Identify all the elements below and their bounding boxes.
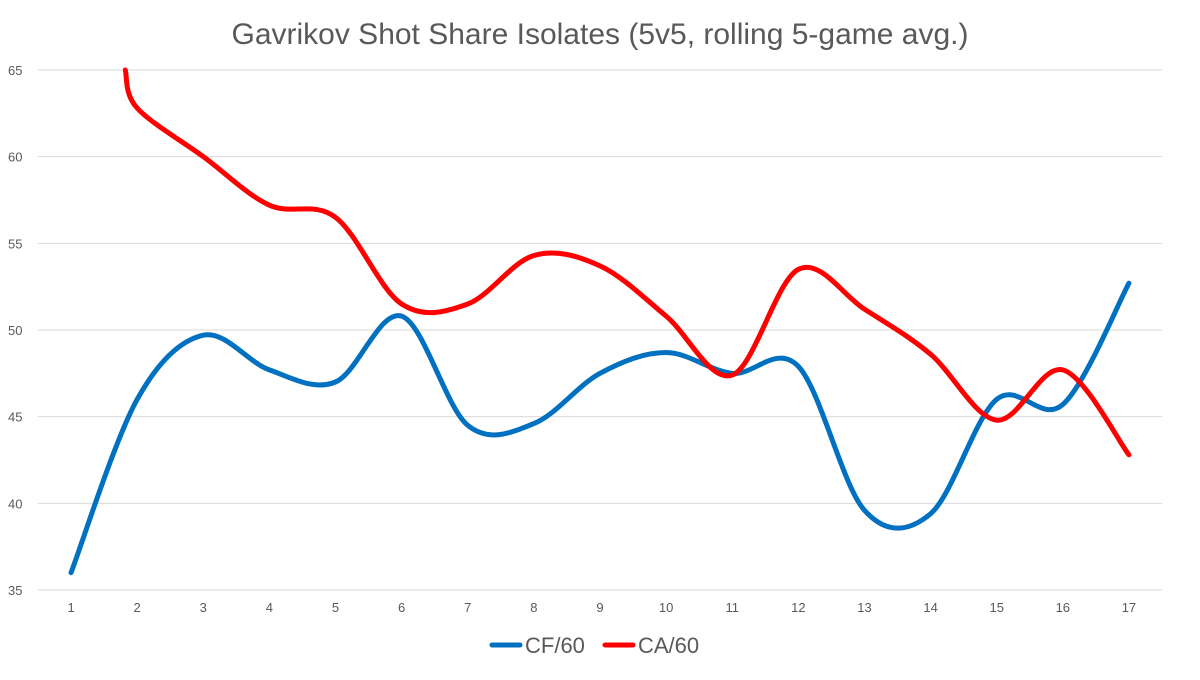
gridlines <box>38 69 1162 591</box>
data-point-cf-60 <box>531 421 536 426</box>
x-tick-label: 1 <box>67 600 74 615</box>
data-point-ca-60 <box>201 154 206 159</box>
x-tick-label: 9 <box>596 600 603 615</box>
x-tick-label: 5 <box>332 600 339 615</box>
x-tick-label: 4 <box>266 600 273 615</box>
x-tick-label: 16 <box>1056 600 1070 615</box>
data-point-ca-60 <box>333 215 338 220</box>
data-point-ca-60 <box>928 352 933 357</box>
legend-label: CF/60 <box>525 633 585 658</box>
data-point-cf-60 <box>1060 402 1065 407</box>
data-point-ca-60 <box>399 302 404 307</box>
x-tick-label: 3 <box>200 600 207 615</box>
data-point-cf-60 <box>862 508 867 513</box>
chart-title: Gavrikov Shot Share Isolates (5v5, rolli… <box>231 18 968 51</box>
data-point-ca-60 <box>994 418 999 423</box>
x-tick-label: 7 <box>464 600 471 615</box>
x-tick-label: 13 <box>857 600 871 615</box>
data-point-cf-60 <box>135 397 140 402</box>
data-point-cf-60 <box>399 314 404 319</box>
x-axis-ticks: 1 2 3 4 5 6 7 8 9 10 11 12 13 14 15 16 17 <box>67 600 1136 615</box>
data-point-ca-60 <box>465 302 470 307</box>
y-tick-label: 60 <box>8 150 22 165</box>
x-tick-label: 15 <box>989 600 1003 615</box>
y-axis-ticks: 35 40 45 50 55 60 65 <box>8 63 22 598</box>
legend-label: CA/60 <box>638 633 699 658</box>
x-tick-label: 8 <box>530 600 537 615</box>
data-point-cf-60 <box>994 397 999 402</box>
series-line-ca-60 <box>122 67 1132 458</box>
data-point-ca-60 <box>1126 452 1131 457</box>
data-point-cf-60 <box>69 570 74 575</box>
y-tick-label: 65 <box>8 63 22 78</box>
y-tick-label: 55 <box>8 236 22 251</box>
y-tick-label: 45 <box>8 410 22 425</box>
data-point-ca-60 <box>598 263 603 268</box>
data-point-cf-60 <box>465 423 470 428</box>
data-point-ca-60 <box>531 253 536 258</box>
x-tick-label: 17 <box>1122 600 1136 615</box>
data-point-ca-60 <box>1060 367 1065 372</box>
series-lines <box>68 67 1132 576</box>
data-point-cf-60 <box>333 380 338 385</box>
data-point-cf-60 <box>267 367 272 372</box>
x-tick-label: 14 <box>923 600 937 615</box>
data-point-ca-60 <box>862 307 867 312</box>
data-point-cf-60 <box>1126 281 1131 286</box>
data-point-cf-60 <box>928 511 933 516</box>
data-point-ca-60 <box>796 267 801 272</box>
x-tick-label: 10 <box>659 600 673 615</box>
y-tick-label: 35 <box>8 583 22 598</box>
legend: CF/60 CA/60 <box>489 633 699 658</box>
data-point-cf-60 <box>664 350 669 355</box>
x-tick-label: 12 <box>791 600 805 615</box>
series-line-cf-60 <box>68 280 1132 576</box>
data-point-ca-60 <box>267 203 272 208</box>
data-point-cf-60 <box>201 333 206 338</box>
data-point-cf-60 <box>796 364 801 369</box>
data-point-ca-60 <box>664 314 669 319</box>
y-tick-label: 40 <box>8 496 22 511</box>
data-point-ca-60 <box>135 106 140 111</box>
x-tick-label: 6 <box>398 600 405 615</box>
data-point-ca-60 <box>730 373 735 378</box>
y-tick-label: 50 <box>8 323 22 338</box>
data-point-cf-60 <box>598 371 603 376</box>
x-tick-label: 2 <box>134 600 141 615</box>
x-tick-label: 11 <box>725 600 739 615</box>
